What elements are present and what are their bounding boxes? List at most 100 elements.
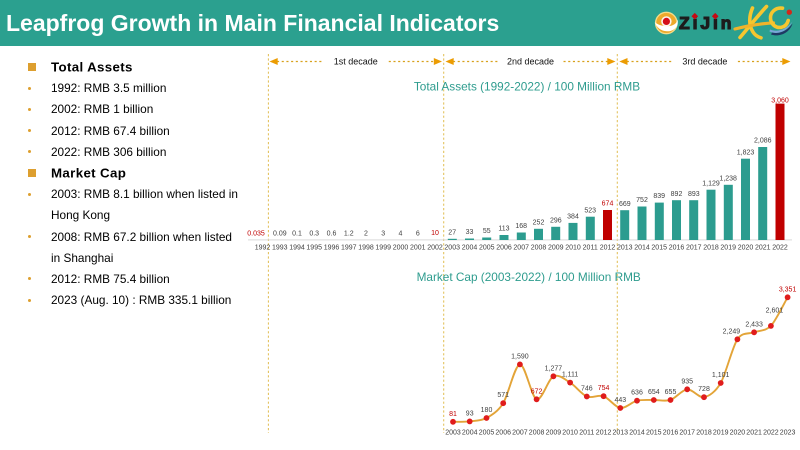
svg-text:2007: 2007 bbox=[512, 430, 528, 437]
svg-text:3: 3 bbox=[381, 231, 385, 238]
svg-text:1994: 1994 bbox=[289, 245, 305, 252]
svg-text:2002: 2002 bbox=[427, 245, 443, 252]
svg-text:0.6: 0.6 bbox=[327, 231, 337, 238]
svg-text:728: 728 bbox=[698, 386, 710, 393]
svg-text:2016: 2016 bbox=[669, 245, 685, 252]
svg-text:113: 113 bbox=[498, 226, 509, 233]
svg-text:2010: 2010 bbox=[562, 430, 578, 437]
svg-text:2018: 2018 bbox=[703, 245, 719, 252]
svg-text:2: 2 bbox=[364, 231, 368, 238]
svg-text:2004: 2004 bbox=[462, 430, 478, 437]
svg-text:2012: 2012 bbox=[600, 245, 616, 252]
svg-text:0.3: 0.3 bbox=[309, 231, 319, 238]
svg-text:2006: 2006 bbox=[495, 430, 511, 437]
svg-text:1999: 1999 bbox=[375, 245, 391, 252]
svg-text:1,238: 1,238 bbox=[719, 175, 737, 182]
svg-text:0.1: 0.1 bbox=[292, 231, 302, 238]
svg-text:2007: 2007 bbox=[513, 245, 529, 252]
svg-text:839: 839 bbox=[653, 193, 665, 200]
svg-text:81: 81 bbox=[449, 411, 457, 418]
svg-text:2011: 2011 bbox=[579, 430, 594, 437]
svg-text:2014: 2014 bbox=[629, 430, 645, 437]
svg-text:2021: 2021 bbox=[746, 430, 762, 437]
svg-text:893: 893 bbox=[688, 191, 700, 198]
svg-text:2009: 2009 bbox=[546, 430, 562, 437]
svg-text:672: 672 bbox=[531, 388, 543, 395]
svg-text:4: 4 bbox=[399, 230, 403, 237]
svg-text:1995: 1995 bbox=[306, 245, 322, 252]
svg-text:168: 168 bbox=[515, 223, 527, 230]
svg-text:3,351: 3,351 bbox=[779, 286, 797, 293]
svg-text:935: 935 bbox=[681, 378, 693, 385]
svg-text:2,086: 2,086 bbox=[754, 138, 772, 145]
svg-text:1,129: 1,129 bbox=[702, 180, 720, 187]
svg-text:10: 10 bbox=[431, 230, 439, 237]
svg-text:2022: 2022 bbox=[772, 245, 788, 252]
svg-text:1992: 1992 bbox=[255, 245, 271, 252]
svg-text:2019: 2019 bbox=[713, 430, 729, 437]
svg-text:2017: 2017 bbox=[686, 245, 702, 252]
svg-text:384: 384 bbox=[567, 214, 579, 221]
svg-text:27: 27 bbox=[448, 229, 456, 236]
svg-text:1st decade: 1st decade bbox=[334, 57, 378, 67]
svg-text:669: 669 bbox=[619, 201, 631, 208]
svg-text:3rd decade: 3rd decade bbox=[682, 57, 727, 67]
svg-text:2005: 2005 bbox=[479, 430, 495, 437]
svg-text:523: 523 bbox=[584, 207, 596, 214]
svg-text:2006: 2006 bbox=[496, 245, 512, 252]
svg-text:2008: 2008 bbox=[529, 430, 545, 437]
svg-text:2001: 2001 bbox=[410, 245, 426, 252]
svg-text:2015: 2015 bbox=[651, 245, 667, 252]
svg-text:2020: 2020 bbox=[730, 430, 746, 437]
svg-text:2nd decade: 2nd decade bbox=[507, 57, 554, 67]
svg-text:Total Assets (1992-2022) / 100: Total Assets (1992-2022) / 100 Million R… bbox=[414, 80, 640, 94]
svg-text:1,823: 1,823 bbox=[737, 149, 755, 156]
svg-text:2008: 2008 bbox=[531, 245, 547, 252]
svg-text:754: 754 bbox=[598, 385, 610, 392]
svg-text:1.2: 1.2 bbox=[344, 231, 354, 238]
svg-text:2015: 2015 bbox=[646, 430, 662, 437]
svg-text:1,590: 1,590 bbox=[511, 353, 529, 360]
svg-text:2,433: 2,433 bbox=[745, 321, 763, 328]
svg-text:1,277: 1,277 bbox=[545, 365, 563, 372]
svg-text:2018: 2018 bbox=[696, 430, 712, 437]
svg-text:2020: 2020 bbox=[738, 245, 754, 252]
svg-text:2016: 2016 bbox=[663, 430, 679, 437]
svg-text:2019: 2019 bbox=[720, 245, 736, 252]
svg-text:1,111: 1,111 bbox=[562, 372, 579, 379]
svg-text:1,101: 1,101 bbox=[712, 372, 730, 379]
svg-text:296: 296 bbox=[550, 217, 562, 224]
svg-text:2005: 2005 bbox=[479, 245, 495, 252]
svg-text:1993: 1993 bbox=[272, 245, 288, 252]
svg-text:ZiJin: ZiJin bbox=[679, 13, 734, 33]
svg-text:180: 180 bbox=[481, 407, 493, 414]
svg-text:55: 55 bbox=[483, 228, 491, 235]
svg-text:2014: 2014 bbox=[634, 245, 650, 252]
svg-text:2003: 2003 bbox=[444, 245, 460, 252]
svg-text:571: 571 bbox=[497, 392, 509, 399]
svg-text:746: 746 bbox=[581, 386, 593, 393]
svg-text:2013: 2013 bbox=[613, 430, 629, 437]
svg-text:2013: 2013 bbox=[617, 245, 633, 252]
svg-text:1997: 1997 bbox=[341, 245, 357, 252]
svg-text:93: 93 bbox=[466, 410, 474, 417]
svg-text:2022: 2022 bbox=[763, 430, 779, 437]
svg-text:0.09: 0.09 bbox=[273, 231, 287, 238]
svg-text:2012: 2012 bbox=[596, 430, 612, 437]
svg-text:2004: 2004 bbox=[462, 245, 478, 252]
svg-text:2,249: 2,249 bbox=[723, 328, 741, 335]
svg-text:6: 6 bbox=[416, 230, 420, 237]
svg-text:892: 892 bbox=[671, 191, 683, 198]
svg-text:2017: 2017 bbox=[679, 430, 695, 437]
svg-text:2000: 2000 bbox=[393, 245, 409, 252]
svg-text:2009: 2009 bbox=[548, 245, 564, 252]
svg-text:752: 752 bbox=[636, 197, 648, 204]
svg-text:2,601: 2,601 bbox=[766, 307, 784, 314]
svg-text:1998: 1998 bbox=[358, 245, 374, 252]
svg-text:2021: 2021 bbox=[755, 245, 771, 252]
svg-text:674: 674 bbox=[602, 201, 614, 208]
svg-text:2011: 2011 bbox=[583, 245, 598, 252]
svg-text:655: 655 bbox=[665, 389, 677, 396]
svg-text:1996: 1996 bbox=[324, 245, 340, 252]
svg-text:654: 654 bbox=[648, 389, 660, 396]
